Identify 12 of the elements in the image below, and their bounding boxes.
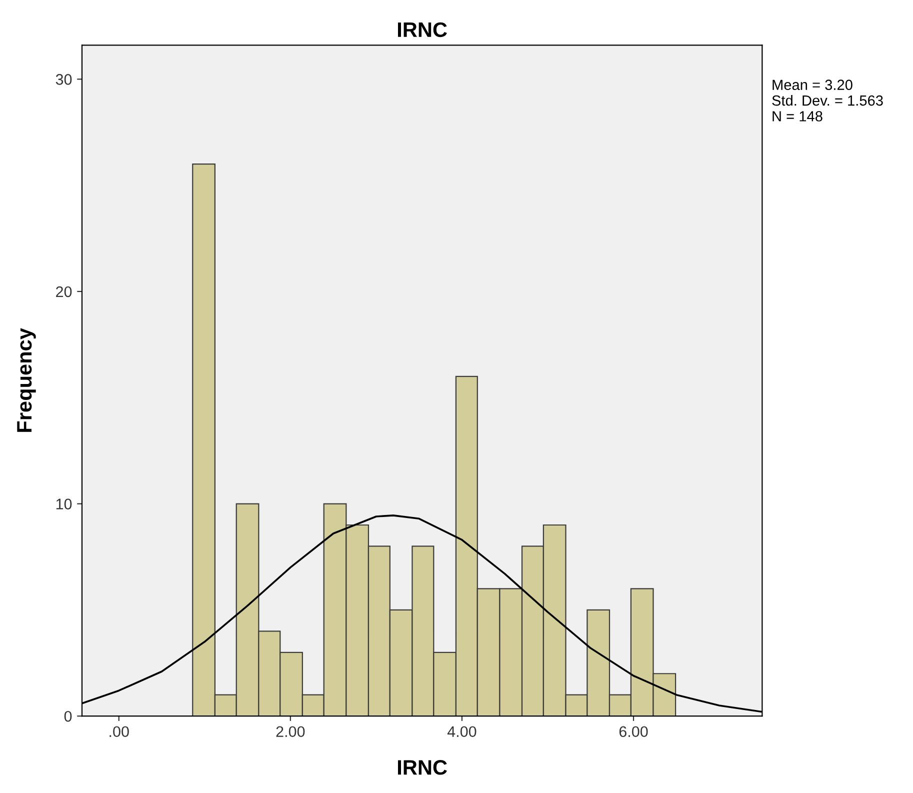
y-tick-label: 10 [56,498,72,510]
x-axis-title: IRNC [398,760,447,775]
y-tick-label: 0 [64,710,72,722]
chart-title: IRNC [398,22,447,38]
x-tick-label: 2.00 [276,726,305,738]
x-tick-label: 4.00 [447,726,476,738]
y-tick-label: 20 [56,286,72,298]
y-axis-title: Frequency [17,328,36,432]
y-tick-label: 30 [56,74,72,85]
x-tick-label: .00 [110,726,129,738]
text: Mean = 3.20 Std. Dev. = 1.563 N = 148 [772,80,883,122]
x-tick-label: 6.00 [619,726,648,738]
